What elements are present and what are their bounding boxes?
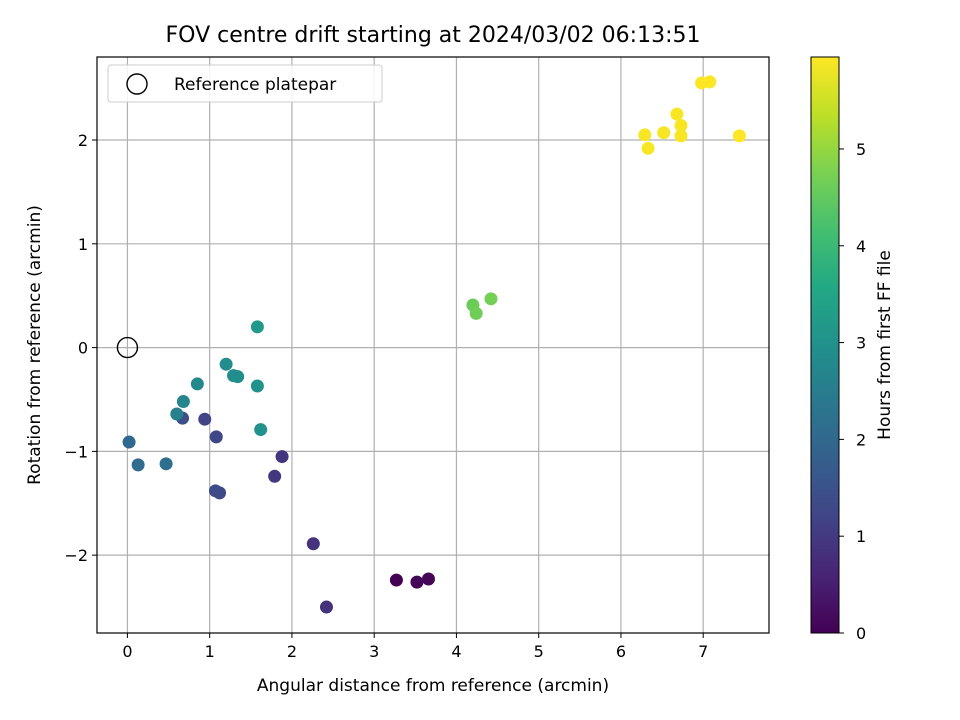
scatter-point: [198, 412, 212, 426]
scatter-point: [638, 128, 652, 142]
grid-lines: [97, 57, 769, 633]
data-points: [122, 75, 746, 614]
x-tick-label: 7: [698, 642, 708, 661]
reference-platepar-marker: [116, 336, 139, 359]
scatter-point: [484, 292, 498, 306]
x-tick-label: 6: [616, 642, 626, 661]
scatter-point: [703, 75, 717, 89]
colorbar: 0 1 2 3 4 5 Hours from first FF file: [810, 56, 895, 643]
colorbar-tick-label: 4: [856, 237, 866, 256]
scatter-point: [122, 435, 136, 449]
colorbar-gradient: [810, 56, 840, 634]
scatter-point: [641, 141, 655, 155]
scatter-point: [131, 458, 145, 472]
x-tick-label: 3: [369, 642, 379, 661]
y-tick-label: 0: [78, 339, 88, 358]
scatter-point: [268, 469, 282, 483]
scatter-point: [421, 572, 435, 586]
scatter-point: [190, 377, 204, 391]
scatter-point: [208, 484, 222, 498]
colorbar-tick-label: 2: [856, 430, 866, 449]
scatter-point: [674, 129, 688, 143]
x-tick-label: 4: [451, 642, 461, 661]
y-tick-label: 1: [78, 235, 88, 254]
x-tick-label: 1: [205, 642, 215, 661]
x-tick-label: 2: [287, 642, 297, 661]
scatter-point: [250, 379, 264, 393]
scatter-point: [219, 357, 233, 371]
scatter-point: [159, 457, 173, 471]
x-tick-label: 0: [122, 642, 132, 661]
scatter-point: [176, 395, 190, 409]
y-axis-label: Rotation from reference (arcmin): [25, 205, 45, 485]
legend-marker-reference-icon: [126, 73, 148, 95]
scatter-point: [732, 129, 746, 143]
scatter-point: [209, 430, 223, 444]
chart-title: FOV centre drift starting at 2024/03/02 …: [166, 23, 701, 48]
scatter-point: [670, 107, 684, 121]
x-axis-label: Angular distance from reference (arcmin): [257, 676, 609, 696]
x-axis-ticks: 0 1 2 3 4 5 6 7: [122, 633, 708, 661]
colorbar-tick-label: 3: [856, 334, 866, 353]
scatter-point: [469, 306, 483, 320]
colorbar-label: Hours from first FF file: [875, 250, 895, 440]
y-tick-label: 2: [78, 131, 88, 150]
reference-marker-layer: [116, 336, 139, 359]
scatter-point: [254, 423, 268, 437]
plot-frame: [96, 56, 770, 634]
scatter-point: [389, 573, 403, 587]
scatter-point: [250, 320, 264, 334]
legend-entry-label: Reference platepar: [174, 75, 336, 95]
y-tick-label: −1: [64, 442, 88, 461]
scatter-point: [231, 370, 245, 384]
scatter-point: [319, 600, 333, 614]
scatter-point: [657, 126, 671, 140]
scatter-point: [275, 450, 289, 464]
scatter-point: [410, 575, 424, 589]
scatter-point: [170, 407, 184, 421]
colorbar-tick-label: 5: [856, 140, 866, 159]
x-tick-label: 5: [534, 642, 544, 661]
y-tick-label: −2: [64, 546, 88, 565]
scatter-point: [674, 118, 688, 132]
legend: Reference platepar: [107, 64, 383, 103]
y-axis-ticks: −2 −1 0 1 2: [64, 131, 97, 565]
colorbar-tick-label: 0: [856, 624, 866, 643]
scatter-point: [306, 537, 320, 551]
colorbar-ticks: 0 1 2 3 4 5: [839, 140, 866, 643]
legend-box: [107, 64, 383, 103]
colorbar-tick-label: 1: [856, 527, 866, 546]
